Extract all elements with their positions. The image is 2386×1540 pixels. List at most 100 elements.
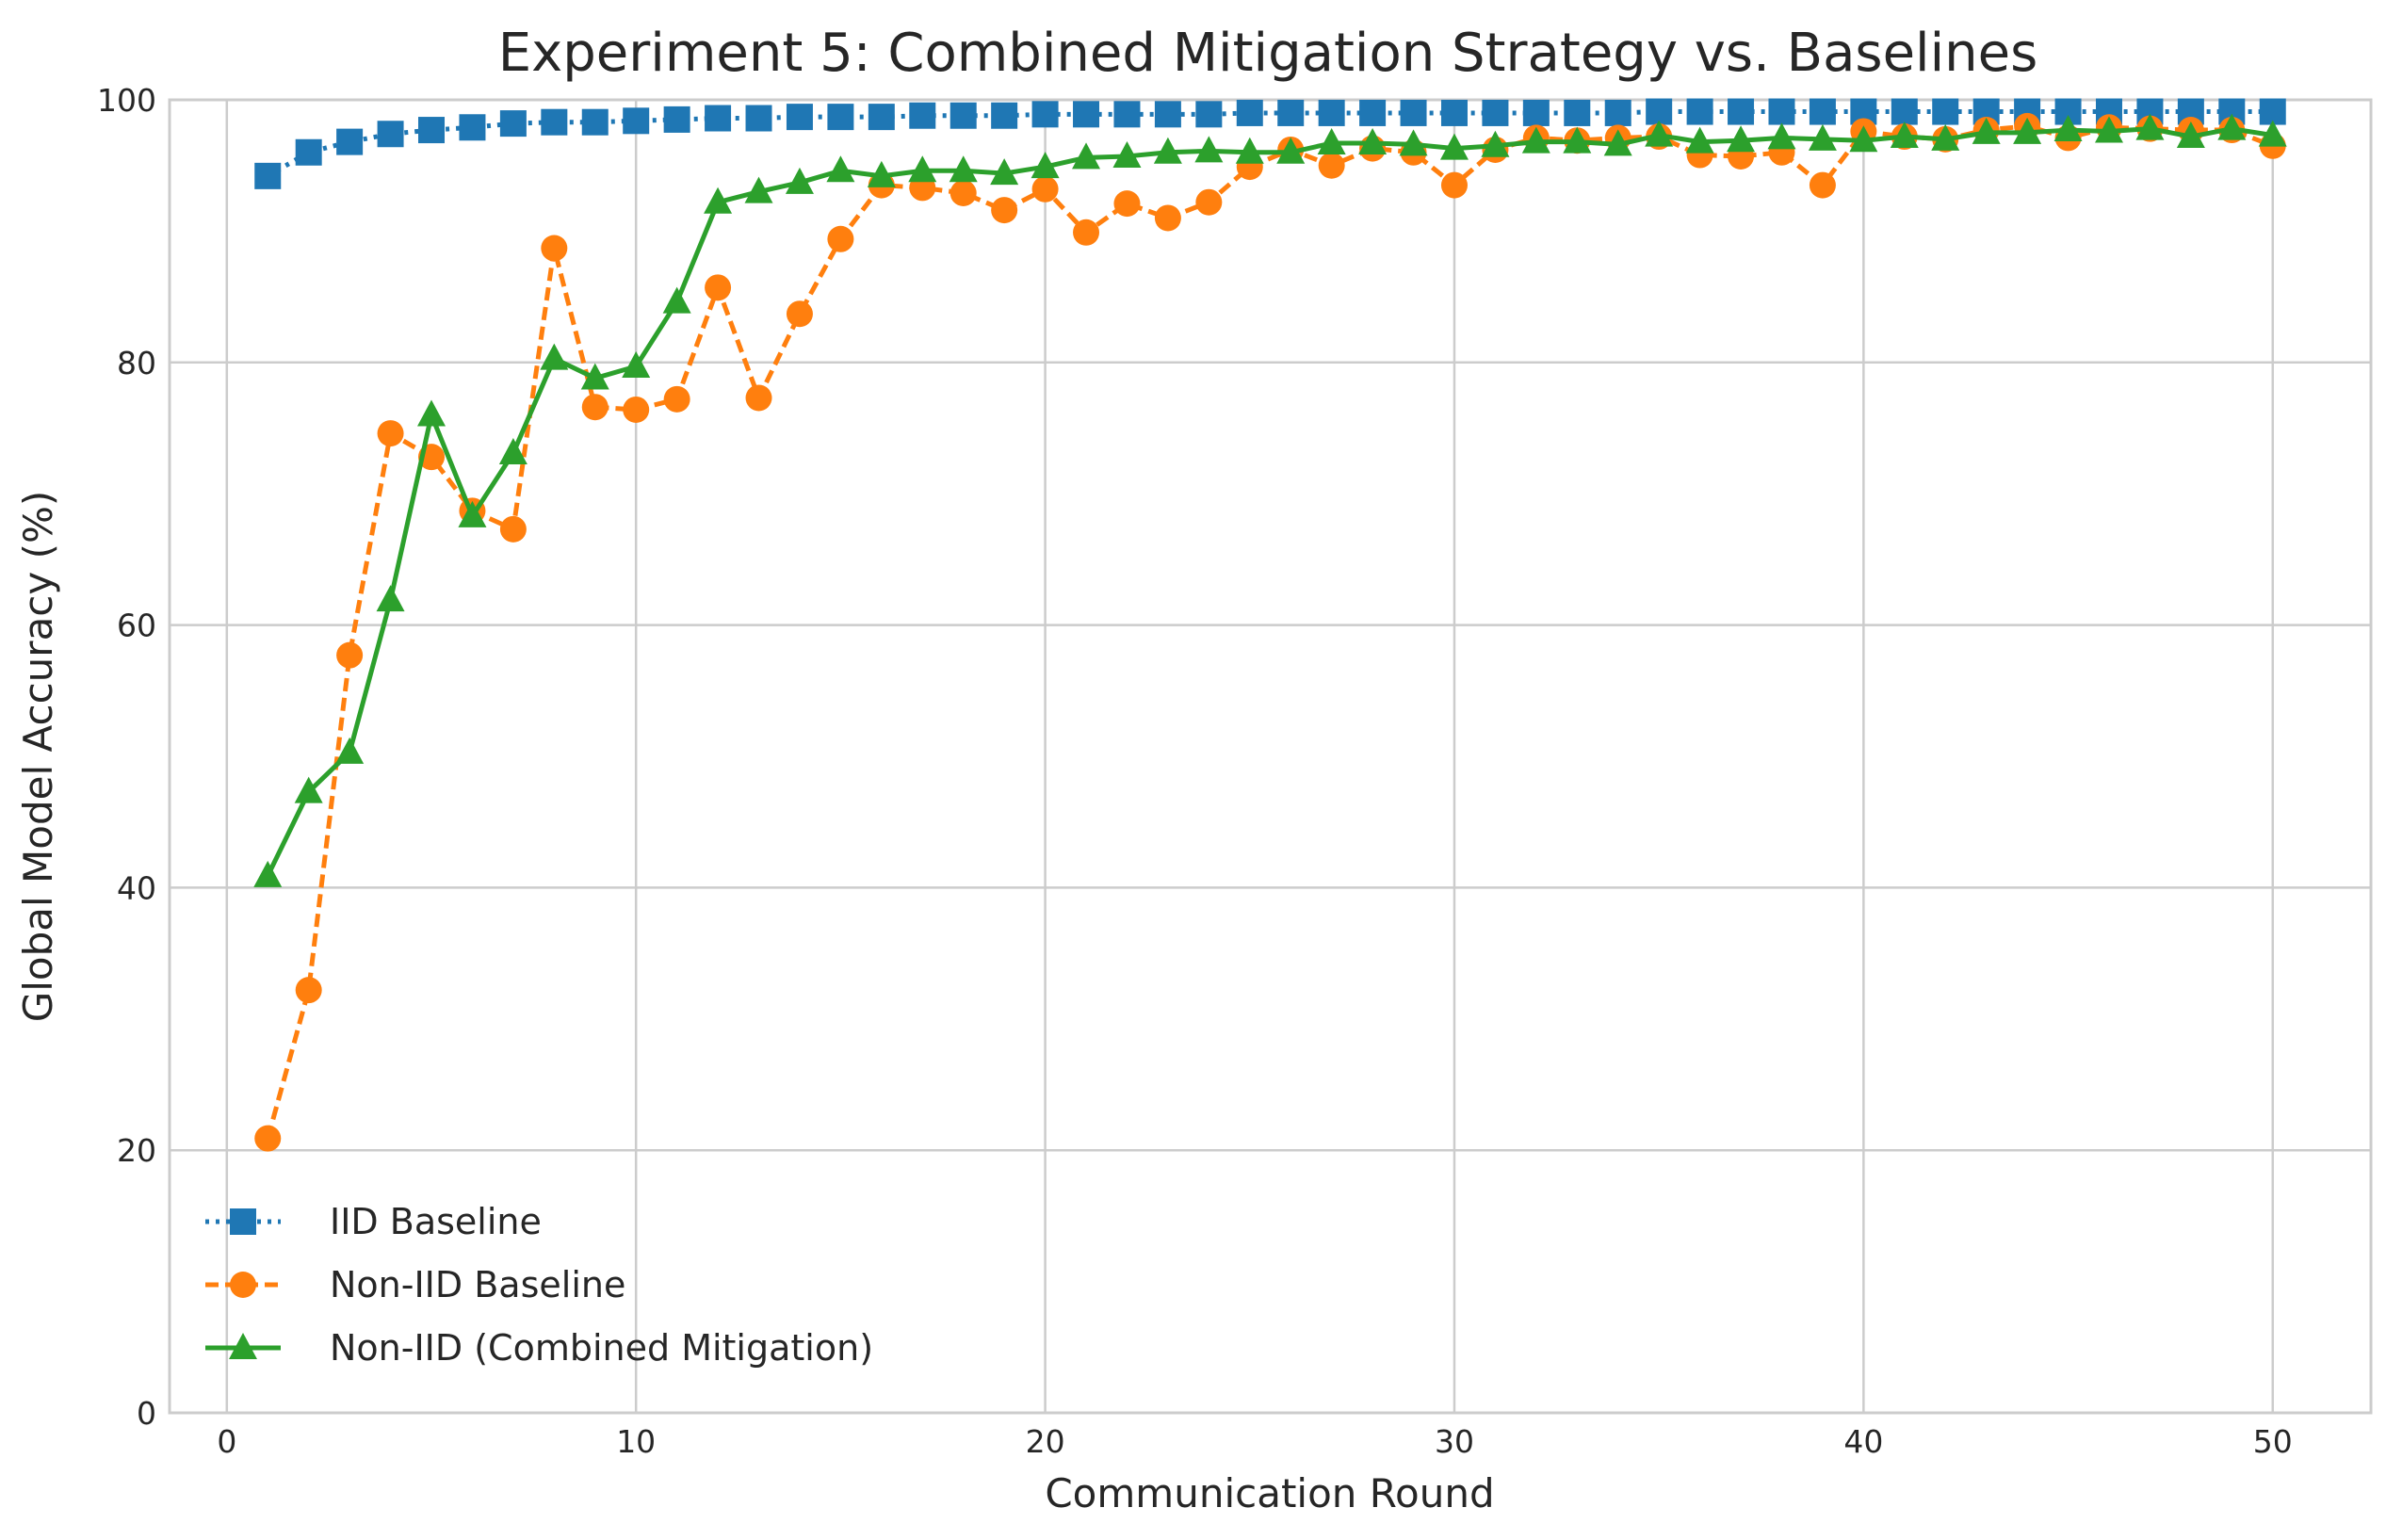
data-point	[1564, 99, 1591, 126]
x-tick-label: 10	[616, 1423, 656, 1460]
data-point	[826, 155, 855, 183]
data-point	[1686, 98, 1713, 125]
data-point	[540, 343, 569, 370]
y-axis: 0 20 40 60 80 100	[97, 82, 156, 1432]
data-point	[1399, 129, 1428, 156]
data-point	[1563, 126, 1592, 154]
data-point	[623, 107, 650, 135]
x-tick-label: 50	[2253, 1423, 2293, 1460]
data-point	[1809, 98, 1836, 125]
data-point	[827, 104, 854, 131]
x-tick-label: 30	[1435, 1423, 1474, 1460]
data-point	[499, 110, 527, 138]
data-point	[254, 1125, 282, 1152]
data-point	[254, 162, 282, 189]
data-point	[908, 155, 937, 183]
data-point	[1931, 123, 1960, 151]
data-point	[622, 350, 651, 378]
x-axis: 0 10 20 30 40 50	[217, 1423, 2292, 1460]
data-point	[1849, 125, 1878, 153]
data-point	[1154, 101, 1181, 128]
data-point	[1073, 219, 1100, 246]
y-tick-label: 80	[117, 345, 156, 381]
x-tick-label: 20	[1026, 1423, 1065, 1460]
data-point	[990, 158, 1019, 186]
data-point	[2258, 120, 2287, 147]
data-point	[1728, 98, 1755, 125]
data-point	[1482, 99, 1509, 126]
data-point	[663, 105, 690, 133]
data-point	[1031, 175, 1059, 203]
data-point	[581, 108, 609, 136]
data-point	[1072, 142, 1101, 170]
data-point	[786, 300, 813, 328]
data-point	[1521, 126, 1550, 154]
data-point	[705, 274, 732, 301]
legend-item-iid-baseline: IID Baseline	[205, 1201, 542, 1242]
legend-item-non-iid-baseline: Non-IID Baseline	[205, 1264, 625, 1305]
data-point	[1277, 99, 1305, 126]
data-point	[499, 515, 527, 543]
data-point	[1031, 101, 1059, 128]
data-point	[458, 500, 487, 527]
data-point	[1359, 99, 1387, 126]
data-point	[1645, 120, 1674, 147]
data-point	[2013, 117, 2042, 144]
data-point	[2053, 115, 2083, 142]
data-point	[1522, 99, 1550, 126]
y-axis-label: Global Model Accuracy (%)	[15, 491, 61, 1023]
data-point	[949, 155, 978, 183]
data-point	[1154, 204, 1181, 232]
legend: IID Baseline Non-IID Baseline Non-IID (Com…	[205, 1201, 873, 1369]
legend-label: Non-IID (Combined Mitigation)	[330, 1327, 873, 1369]
data-point	[1235, 137, 1264, 164]
data-point	[541, 235, 568, 262]
data-point	[1891, 98, 1918, 125]
data-point	[580, 363, 609, 390]
legend-marker	[230, 1208, 256, 1235]
data-point	[1685, 126, 1714, 154]
data-point	[868, 104, 895, 131]
y-tick-label: 60	[117, 608, 156, 644]
data-point	[704, 186, 733, 214]
data-point	[991, 197, 1018, 224]
data-point	[1809, 171, 1836, 199]
data-point	[1972, 117, 2001, 144]
data-point	[1073, 101, 1100, 128]
data-point	[867, 160, 896, 187]
data-point	[991, 102, 1018, 129]
data-point	[744, 176, 773, 203]
data-point	[2094, 116, 2123, 143]
x-tick-label: 0	[217, 1423, 236, 1460]
data-point	[909, 102, 936, 129]
legend-item-non-iid-combined-mitigation: Non-IID (Combined Mitigation)	[205, 1327, 873, 1369]
data-point	[377, 121, 404, 148]
series-layer	[253, 98, 2287, 1152]
data-point	[785, 167, 814, 194]
data-point	[1195, 101, 1223, 128]
data-point	[1113, 190, 1141, 218]
data-point	[1727, 125, 1756, 153]
data-point	[1318, 99, 1345, 126]
data-point	[1112, 140, 1142, 168]
data-point	[498, 437, 528, 464]
data-point	[786, 104, 813, 131]
data-point	[418, 117, 446, 144]
chart-title: Experiment 5: Combined Mitigation Strate…	[498, 23, 2038, 84]
data-point	[1317, 128, 1346, 155]
data-point	[253, 860, 283, 887]
data-point	[1236, 99, 1263, 126]
data-point	[1440, 171, 1468, 199]
data-point	[2217, 113, 2247, 140]
y-tick-label: 0	[137, 1395, 156, 1432]
series-non-iid-combined-mitigation	[253, 113, 2287, 887]
data-point	[1153, 137, 1182, 164]
x-axis-label: Communication Round	[1045, 1470, 1494, 1516]
data-point	[1195, 188, 1223, 216]
data-point	[745, 384, 772, 412]
data-point	[745, 105, 772, 132]
y-tick-label: 20	[117, 1132, 156, 1169]
data-point	[1603, 129, 1632, 156]
